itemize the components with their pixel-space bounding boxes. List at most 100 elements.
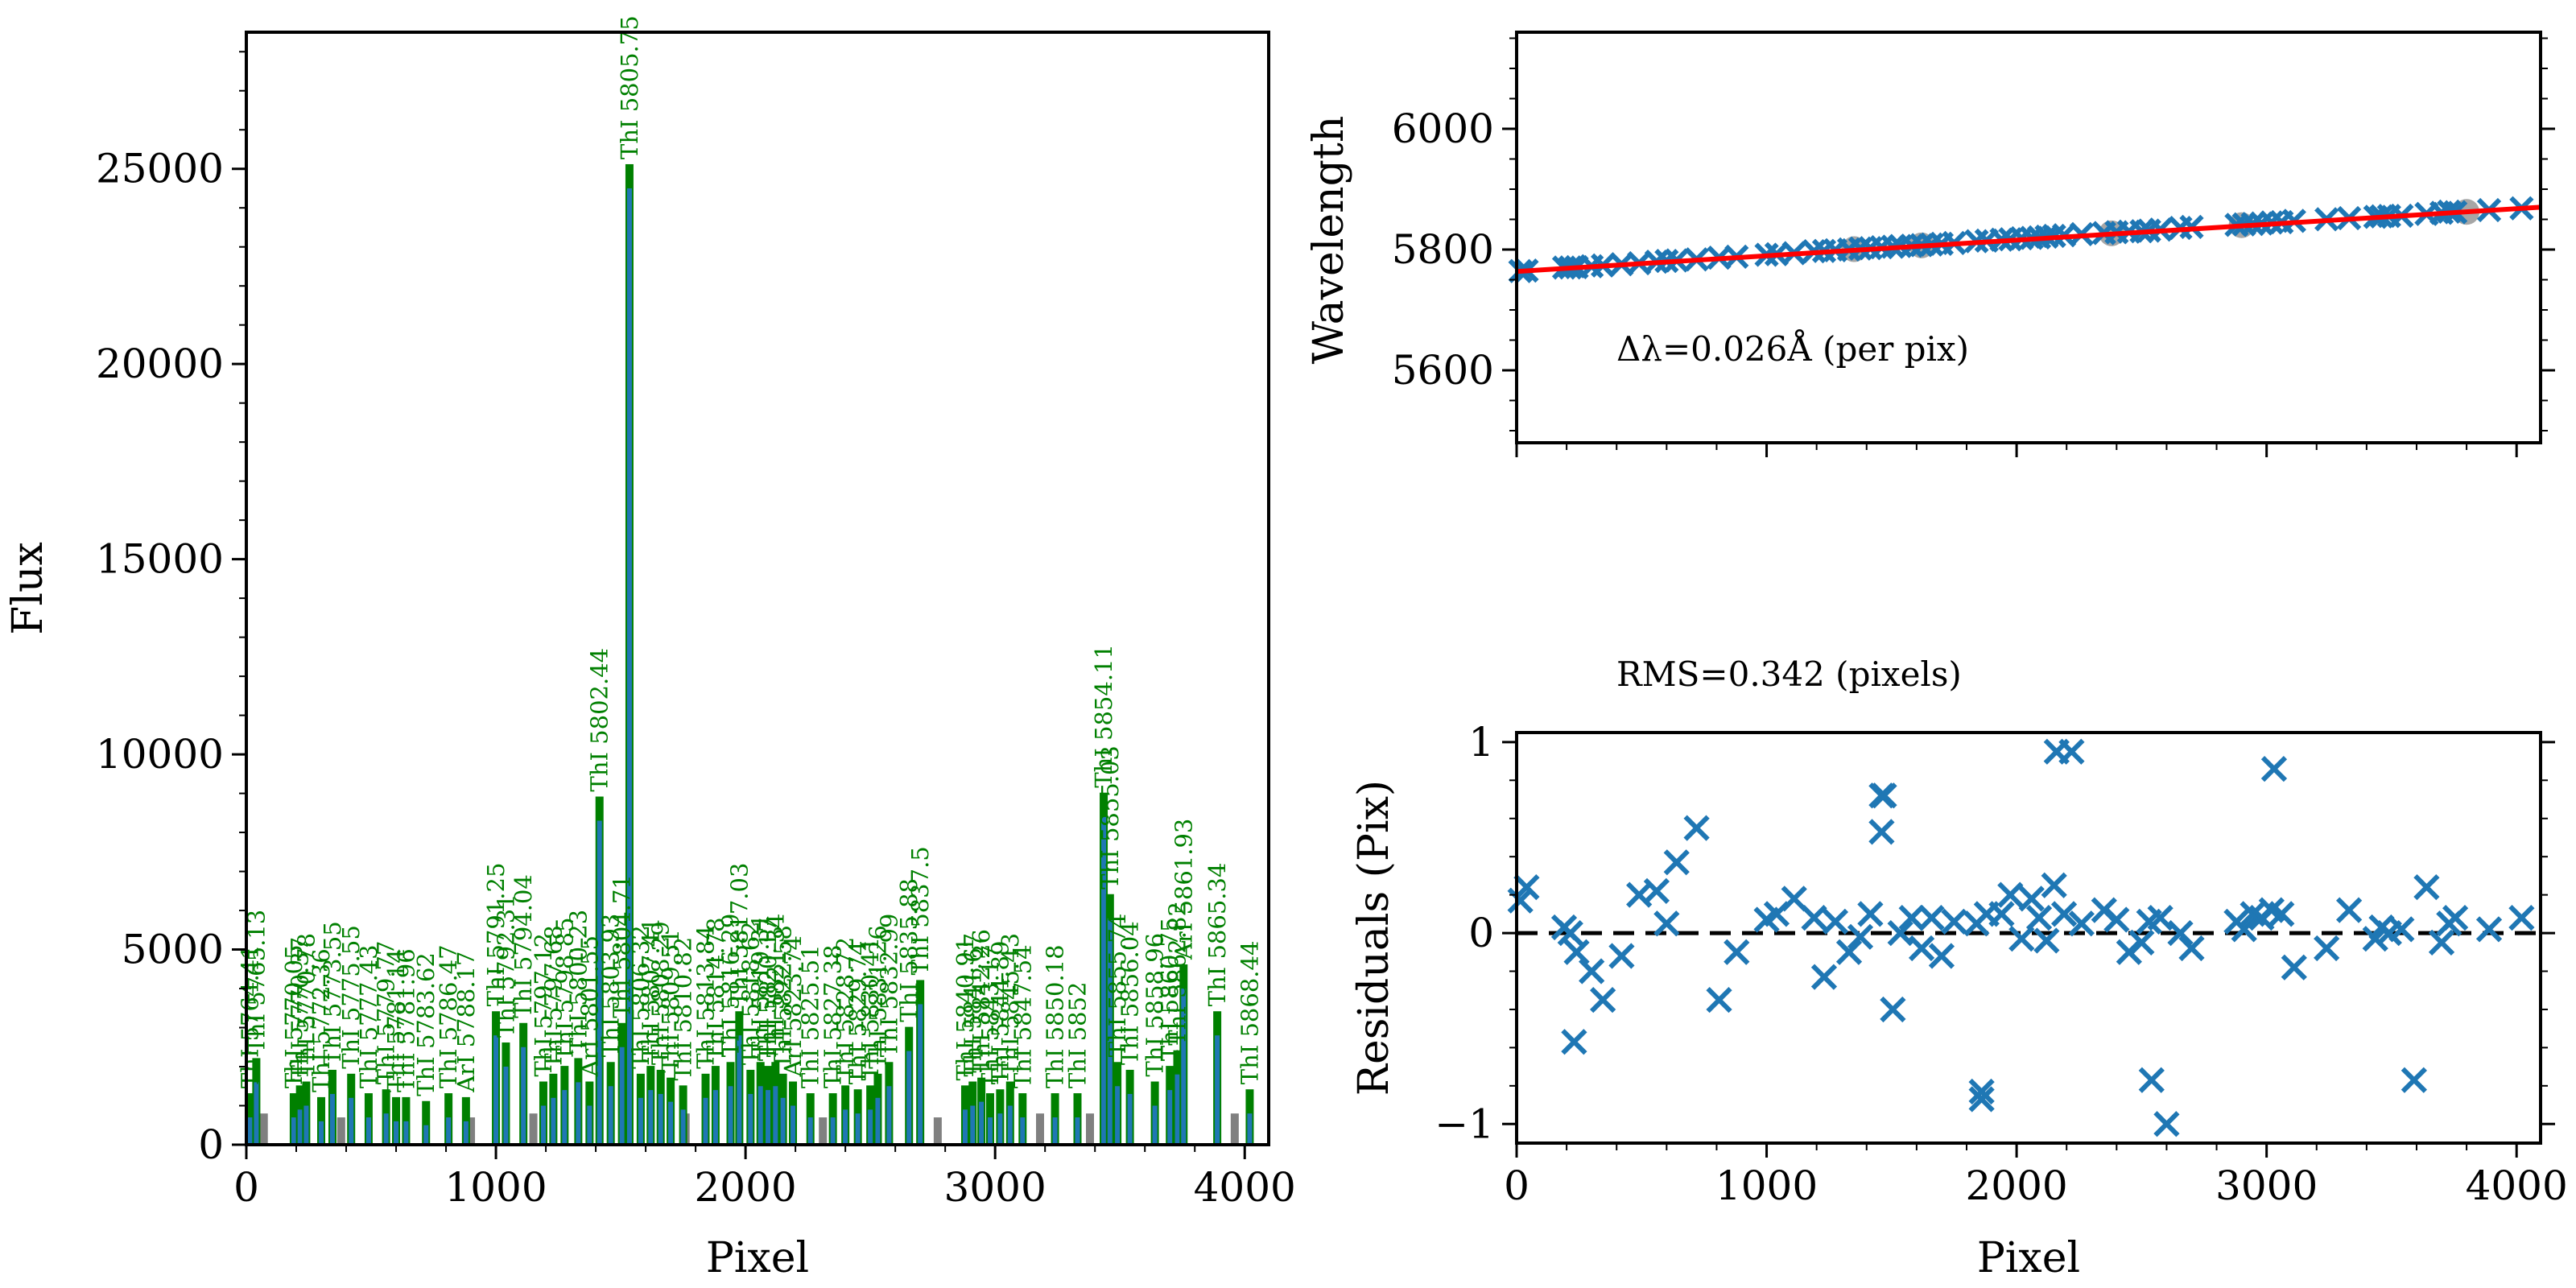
spectrum-x-tick-label: 3000 (944, 1164, 1046, 1211)
wavelength-y-tick-label: 5800 (1392, 226, 1494, 273)
line-id-label: ThI 5808.29 (647, 921, 675, 1065)
spectrum-y-tick-label: 25000 (96, 146, 224, 192)
residual-point (2025, 904, 2053, 931)
residuals-y-tick-label: 1 (1468, 719, 1494, 766)
line-id-label: ThI 5822.58 (770, 925, 797, 1069)
spectrum-peak (587, 1105, 592, 1145)
spectrum-peak (493, 1035, 499, 1145)
residual-point (2153, 1111, 2180, 1137)
spectrum-peak (446, 1117, 452, 1145)
line-id-label: ThI 5862.82 (1164, 902, 1191, 1046)
spectrum-peak (1007, 1105, 1013, 1145)
spectrum-peak (576, 1082, 581, 1145)
residual-point (2428, 929, 2455, 956)
unidentified-peak (467, 1117, 476, 1145)
line-id-label: ThI 5847.54 (1009, 944, 1036, 1088)
residual-point (2018, 886, 2045, 912)
residual-point (2442, 904, 2469, 931)
spectrum-peak (712, 1090, 718, 1145)
residual-point (2138, 1067, 2165, 1093)
unidentified-peak (1035, 1113, 1044, 1145)
line-id-label: ThI 5820.17 (754, 917, 782, 1061)
line-id-label: ThI 5764.41 (237, 944, 264, 1088)
line-id-label: ThI 5817.03 (725, 863, 753, 1007)
line-id-label: ThI 5773.55 (319, 921, 346, 1065)
wavelength-points (1508, 196, 2534, 283)
wavelength-panel: 5600 5800 6000 Wavelength Δλ=0.026Å (per p… (1305, 31, 2555, 457)
line-id-label: ThI 5825.51 (797, 944, 824, 1088)
spectrum-peak (970, 1105, 976, 1145)
line-id-label: ThI 5792.31 (492, 894, 519, 1038)
line-id-label: ThI 5832.99 (875, 914, 902, 1058)
line-id-label: ThI 5831.26 (864, 925, 891, 1069)
spectrum-peak (680, 1109, 686, 1145)
spectrum-peak (254, 1082, 259, 1145)
residual-point (2050, 901, 2078, 927)
wavelength-y-axis-label: Wavelength (1305, 116, 1353, 365)
spectrum-peak (962, 1109, 968, 1145)
line-id-label: ThI 5855.74 (1104, 914, 1131, 1058)
spectrum-peak (1174, 1074, 1180, 1145)
wavelength-x-ticks (1515, 443, 2518, 457)
line-id-label: ThI 5852 (1063, 982, 1091, 1089)
residuals-x-tick-label: 0 (1504, 1162, 1530, 1209)
residuals-x-tick-label: 1000 (1715, 1162, 1818, 1209)
line-id-label: ThI 5827.38 (819, 944, 847, 1088)
residual-point (1887, 919, 1913, 947)
spectrum-peak (638, 1097, 643, 1145)
residual-point (2128, 929, 2155, 956)
residual-point (2281, 954, 2307, 980)
identified-line-marker (422, 1100, 431, 1145)
line-id-label: ThI 5868.44 (1236, 941, 1263, 1085)
spectrum-peak (918, 1004, 923, 1145)
identified-line-marker (317, 1096, 326, 1145)
residual-point (1968, 1078, 1995, 1105)
spectrum-peak (1115, 1086, 1121, 1145)
identified-line-marker (461, 1096, 470, 1145)
spectrum-peak (748, 1093, 753, 1145)
residual-point (2008, 926, 2035, 952)
line-id-label: ThI 5779.77 (373, 941, 400, 1085)
residual-point (1579, 958, 1605, 985)
line-id-label: ThI 5858.96 (1141, 933, 1169, 1077)
residual-point (1847, 923, 1874, 950)
residual-point (1781, 886, 1807, 912)
spectrum-peak (1107, 918, 1113, 1145)
line-id-label: ThI 5797.12 (530, 933, 557, 1077)
spectrum-peak (619, 1046, 625, 1145)
spectrum-peak (551, 1097, 556, 1145)
line-id-label: ThI 5819.31 (747, 914, 774, 1058)
spectrum-peak (1152, 1105, 1158, 1145)
line-id-label: ThI 5786.47 (435, 944, 462, 1088)
wavelength-fit-line (1516, 204, 2541, 275)
residual-point (2068, 910, 2095, 937)
line-id-label: ThI 5843.17 (976, 944, 1004, 1088)
line-id-label: ThI 5781.96 (392, 948, 419, 1092)
line-id-label: ThI 5816.29 (717, 914, 745, 1058)
residual-point (2413, 874, 2440, 901)
line-id-label: ThI 5860.75 (1156, 917, 1183, 1061)
wavelength-y-tick-label: 5600 (1392, 347, 1494, 394)
line-id-label: ThI 5818.62 (737, 921, 764, 1065)
spectrum-peak (247, 1117, 253, 1145)
residual-point (1557, 919, 1583, 947)
line-id-label: ThI 5783.62 (412, 952, 440, 1096)
residual-point (1988, 901, 2015, 927)
residual-point (2147, 904, 2174, 931)
line-id-label: ThI 5810.82 (670, 937, 697, 1081)
spectrum-peak (791, 1105, 796, 1145)
spectrum-peak (807, 1117, 813, 1145)
spectrum-peak (521, 1046, 526, 1145)
residual-point (1868, 819, 1895, 845)
unidentified-peak (933, 1117, 942, 1145)
line-id-label: ThI 5830.41 (857, 937, 884, 1081)
rms-annotation: RMS=0.342 (pixels) (1616, 654, 1962, 694)
line-id-label: ThI 5845.43 (997, 933, 1024, 1077)
residuals-y-tick-label: −1 (1435, 1100, 1494, 1147)
line-id-label: ThI 5840.91 (952, 937, 979, 1081)
spectrum-peak (626, 188, 632, 1146)
residual-point (1561, 1029, 1587, 1055)
line-id-label: ThI 5804.71 (609, 874, 636, 1018)
spectrum-peak (997, 1113, 1003, 1145)
